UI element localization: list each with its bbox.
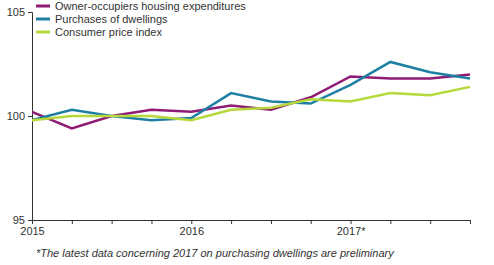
x-tick-mark <box>191 220 192 224</box>
x-tick-mark <box>470 220 471 224</box>
x-tick: 2015 <box>20 220 44 237</box>
x-tick <box>390 220 391 224</box>
footnote: *The latest data concerning 2017 on purc… <box>36 247 395 259</box>
x-tick-mark <box>351 220 352 224</box>
legend-swatch <box>36 31 50 34</box>
x-tick-label: 2016 <box>180 225 204 237</box>
legend-label: Owner-occupiers housing expenditures <box>55 0 246 12</box>
x-axis: 2015 2016 2017* <box>20 220 470 237</box>
x-tick <box>271 220 272 224</box>
plot-area <box>32 62 470 129</box>
x-tick-mark <box>72 220 73 224</box>
y-tick-mark <box>28 116 32 117</box>
x-tick <box>231 220 232 224</box>
chart: 95100105201520162017*Owner-occupiers hou… <box>0 0 494 265</box>
x-tick-mark <box>32 220 33 224</box>
x-tick-mark <box>271 220 272 224</box>
y-tick-label: 105 <box>7 6 25 18</box>
x-tick-mark <box>151 220 152 224</box>
x-tick-label: 2015 <box>20 225 44 237</box>
x-tick-mark <box>311 220 312 224</box>
x-tick <box>112 220 113 224</box>
y-axis-line <box>28 13 33 221</box>
legend-label: Purchases of dwellings <box>55 13 168 25</box>
y-tick-mark <box>28 12 32 13</box>
x-tick-mark <box>390 220 391 224</box>
x-tick-mark <box>430 220 431 224</box>
x-tick <box>151 220 152 224</box>
y-tick: 100 <box>7 110 32 122</box>
legend: Owner-occupiers housing expendituresPurc… <box>36 0 246 38</box>
y-tick: 105 <box>7 6 32 18</box>
x-tick <box>470 220 471 224</box>
y-axis: 95100105 <box>7 6 33 226</box>
x-tick <box>72 220 73 224</box>
legend-label: Consumer price index <box>55 26 162 38</box>
x-tick-label: 2017* <box>337 225 366 237</box>
x-tick <box>430 220 431 224</box>
x-tick: 2016 <box>180 220 204 237</box>
x-axis-line <box>33 221 471 225</box>
legend-swatch <box>36 5 50 8</box>
series-line <box>32 74 470 128</box>
x-tick <box>311 220 312 224</box>
x-tick-mark <box>231 220 232 224</box>
x-tick: 2017* <box>337 220 366 237</box>
series-line <box>32 87 470 120</box>
x-tick-mark <box>112 220 113 224</box>
legend-swatch <box>36 18 50 21</box>
series-line <box>32 62 470 120</box>
y-tick-label: 100 <box>7 110 25 122</box>
y-tick-mark <box>28 220 32 221</box>
